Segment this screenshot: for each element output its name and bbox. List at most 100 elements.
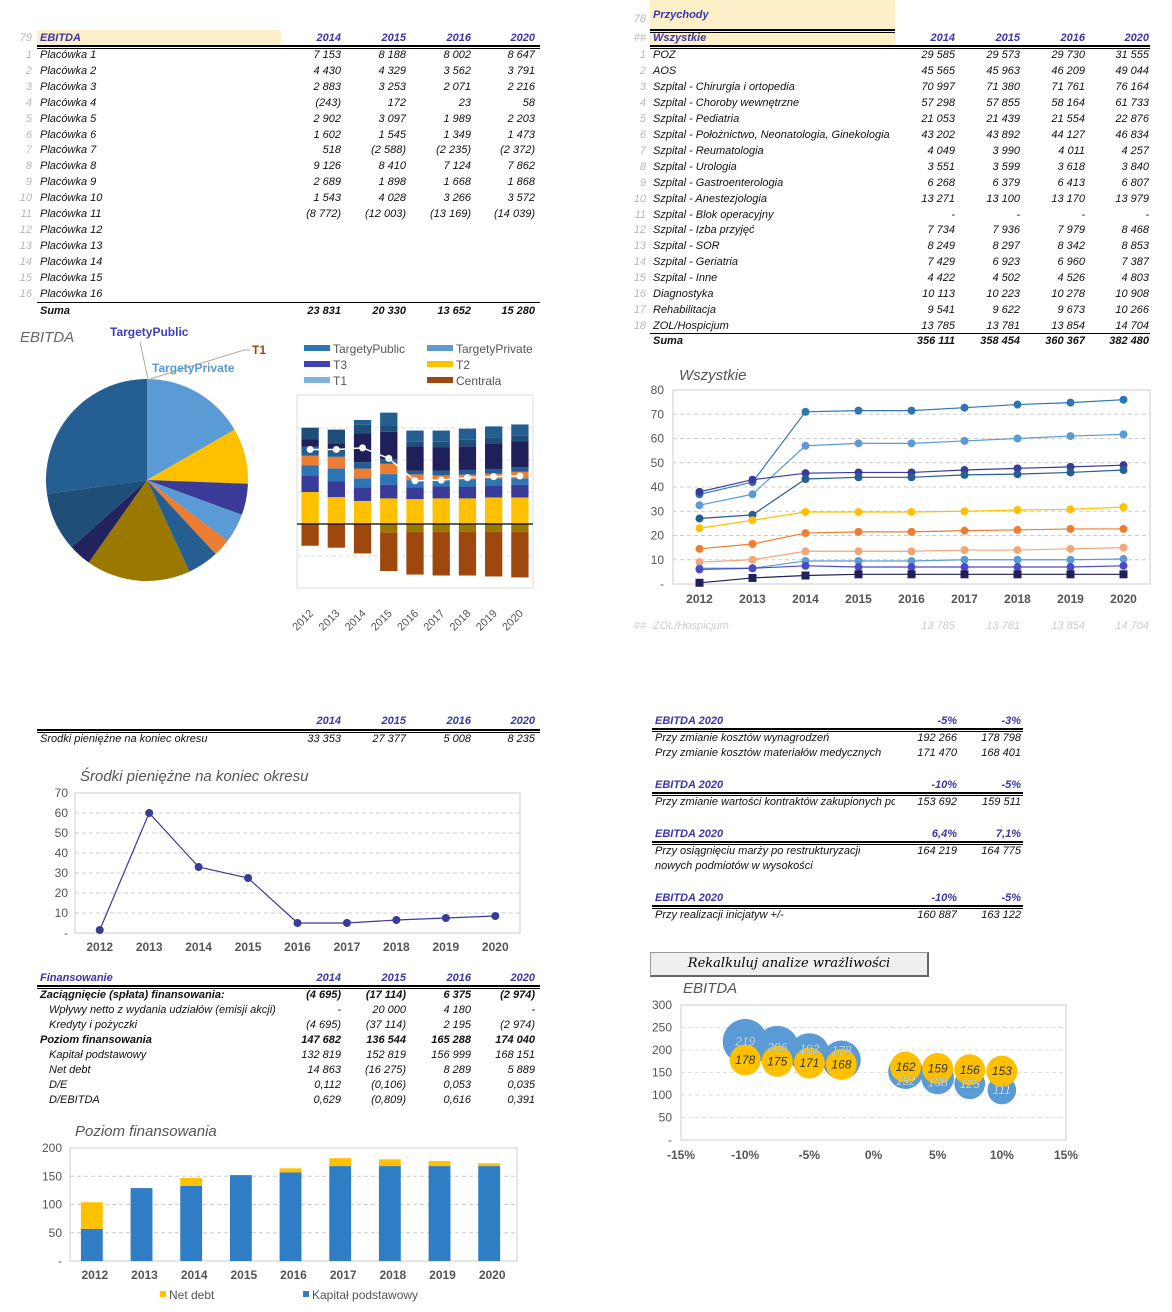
bar-segment bbox=[327, 456, 345, 469]
cell-value: 8 289 bbox=[443, 1064, 471, 1076]
cell-value: 7 936 bbox=[992, 224, 1020, 237]
cell-value: (0,809) bbox=[371, 1094, 406, 1106]
bar-segment bbox=[380, 431, 398, 460]
cell-value: 45 963 bbox=[986, 64, 1020, 77]
total-value: 13 652 bbox=[437, 305, 471, 317]
bar-segment bbox=[432, 486, 450, 499]
bar-segment bbox=[301, 427, 319, 440]
wszystkie-chart-title: Wszystkie bbox=[679, 367, 747, 384]
row-number: 9 bbox=[639, 176, 646, 189]
row-label: Placówka 2 bbox=[40, 64, 97, 77]
data-point bbox=[748, 516, 757, 525]
bar-segment bbox=[353, 478, 372, 488]
cell-value: 29 730 bbox=[1051, 49, 1085, 61]
bar-segment bbox=[353, 524, 372, 554]
cell-value: 46 209 bbox=[1051, 64, 1085, 77]
cell-value: 31 555 bbox=[1115, 49, 1149, 61]
cell-value: 3 791 bbox=[507, 64, 535, 77]
bar-segment bbox=[130, 1188, 153, 1261]
cell-value: (4 695) bbox=[306, 989, 341, 1001]
data-point bbox=[960, 436, 969, 445]
sensitivity-value: 168 401 bbox=[981, 747, 1021, 759]
legend-swatch bbox=[304, 361, 330, 367]
row-label: Szpital - Gastroenterologia bbox=[653, 176, 784, 189]
x-tick-label: 2017 bbox=[422, 608, 448, 634]
cell-value: 0,035 bbox=[507, 1079, 535, 1091]
cell-value: - bbox=[1145, 208, 1149, 221]
total-value: 15 280 bbox=[501, 305, 535, 317]
cell-value: 10 223 bbox=[986, 288, 1020, 301]
cell-value: 2 071 bbox=[443, 80, 471, 93]
cell-value: 9 126 bbox=[313, 160, 341, 173]
data-point bbox=[960, 507, 969, 516]
data-point bbox=[907, 527, 916, 536]
data-point bbox=[960, 526, 969, 535]
leader-line bbox=[139, 341, 149, 380]
cell-value: 2 203 bbox=[507, 112, 535, 125]
cell-value: 21 439 bbox=[986, 112, 1020, 125]
bar-segment bbox=[511, 497, 529, 524]
legend-swatch bbox=[304, 377, 330, 383]
bar-segment bbox=[485, 468, 503, 474]
bar-segment bbox=[378, 1166, 401, 1261]
year-header: 2020 bbox=[1124, 32, 1149, 44]
data-point bbox=[801, 547, 810, 556]
x-tick-label: 2012 bbox=[81, 1268, 108, 1282]
pie-slice bbox=[147, 379, 235, 480]
cell-value: 10 908 bbox=[1115, 288, 1149, 301]
legend-label: TargetyPrivate bbox=[456, 342, 533, 356]
data-point bbox=[748, 539, 757, 548]
cell-value: 3 572 bbox=[507, 192, 535, 205]
total-value: 358 454 bbox=[980, 335, 1020, 347]
sensitivity-title: EBITDA 2020 bbox=[655, 715, 724, 727]
cell-value: 165 288 bbox=[431, 1034, 471, 1046]
total-label: Suma bbox=[40, 305, 70, 317]
data-point bbox=[437, 476, 445, 484]
bar-segment bbox=[511, 441, 529, 468]
row-number: 11 bbox=[634, 208, 646, 221]
data-point bbox=[1013, 570, 1022, 579]
row-number: 10 bbox=[19, 192, 32, 205]
y-tick-label: 50 bbox=[49, 1226, 63, 1240]
bubble-label: 219 bbox=[734, 1034, 755, 1048]
cell-value: 29 585 bbox=[921, 49, 955, 61]
row-number: ## bbox=[633, 32, 646, 44]
row-label: Szpital - Geriatria bbox=[653, 256, 738, 269]
row-number: 1 bbox=[25, 49, 32, 61]
sensitivity-value: 159 511 bbox=[982, 796, 1021, 808]
data-point bbox=[1066, 524, 1075, 533]
sensitivity-col-header: 7,1% bbox=[995, 828, 1021, 840]
cell-value: 6 960 bbox=[1057, 256, 1085, 269]
data-point bbox=[748, 555, 757, 564]
bar-segment bbox=[380, 498, 398, 524]
cell-value: 147 682 bbox=[301, 1034, 341, 1046]
bar-segment bbox=[485, 437, 503, 444]
cell-value: - bbox=[531, 1004, 535, 1016]
data-point bbox=[145, 809, 154, 817]
y-tick-label: 30 bbox=[651, 504, 665, 518]
data-point bbox=[385, 454, 393, 462]
recalculate-sensitivity-button[interactable]: Rekalkuluj analize wrażliwości bbox=[650, 952, 929, 977]
cell-value: 43 892 bbox=[986, 128, 1020, 141]
data-point bbox=[907, 556, 916, 565]
bar-segment bbox=[329, 1158, 352, 1167]
cell-value: 4 028 bbox=[378, 192, 406, 205]
cell-value: 4 049 bbox=[927, 144, 955, 157]
legend-swatch bbox=[160, 1291, 166, 1297]
data-point bbox=[1013, 506, 1022, 515]
cell-value: 10 278 bbox=[1051, 288, 1085, 301]
cell-value: 2 902 bbox=[313, 112, 341, 125]
cell-value: 14 704 bbox=[1115, 320, 1149, 333]
row-label: Placówka 13 bbox=[40, 239, 103, 252]
bar-segment bbox=[406, 474, 424, 481]
cell-value: 29 573 bbox=[986, 49, 1020, 61]
data-point bbox=[1066, 505, 1075, 514]
legend-swatch bbox=[304, 345, 330, 351]
x-tick-label: 2020 bbox=[500, 608, 526, 634]
bar-segment bbox=[511, 424, 529, 436]
bubble-label: 125 bbox=[960, 1077, 980, 1091]
sensitivity-title: EBITDA 2020 bbox=[655, 828, 724, 840]
cell-value: 8 410 bbox=[378, 160, 406, 173]
cell-value: (12 003) bbox=[365, 208, 406, 220]
bar-segment bbox=[327, 524, 345, 548]
